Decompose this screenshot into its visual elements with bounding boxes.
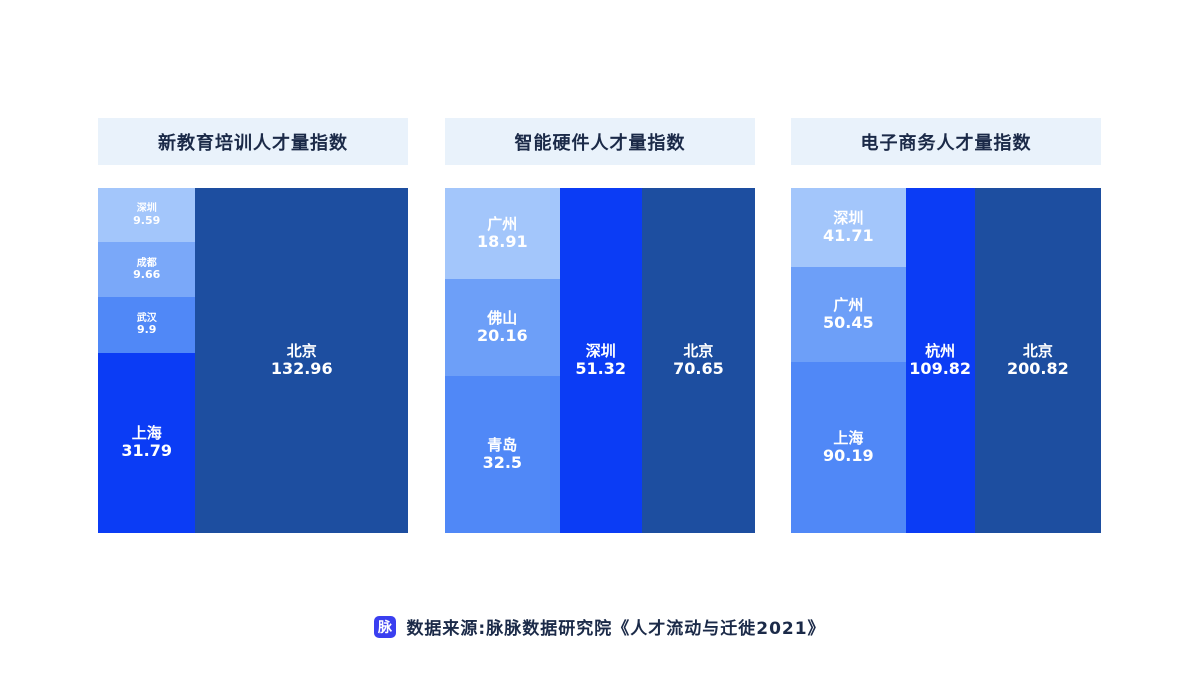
treemap-cell: 广州 18.91 <box>445 188 560 280</box>
treemap-cell: 佛山 20.16 <box>445 279 560 377</box>
source-footer: 脉 数据来源:脉脉数据研究院《人才流动与迁徙2021》 <box>0 614 1200 639</box>
treemap-cell: 广州 50.45 <box>791 266 906 363</box>
treemap-cell: 青岛 32.5 <box>445 376 560 533</box>
cell-label: 广州 <box>487 214 518 233</box>
cell-label: 北京 <box>286 341 317 360</box>
panel-title: 智能硬件人才量指数 <box>445 118 755 165</box>
panel-education: 新教育培训人才量指数 深圳 9.59 成都 9.66 武汉 9.9 上海 31.79 北京 132… <box>98 118 408 533</box>
panel-title: 新教育培训人才量指数 <box>98 118 408 165</box>
cell-value: 132.96 <box>270 358 333 378</box>
cell-label: 深圳 <box>833 208 864 227</box>
cell-value: 109.82 <box>909 358 972 378</box>
cell-value: 31.79 <box>121 441 173 461</box>
treemap: 深圳 41.71 广州 50.45 上海 90.19 杭州 109.82 北京 200.82 <box>791 188 1101 533</box>
cell-value: 51.32 <box>575 358 627 378</box>
panel-ecommerce: 电子商务人才量指数 深圳 41.71 广州 50.45 上海 90.19 杭州 109.82 北… <box>791 118 1101 533</box>
cell-label: 广州 <box>833 295 864 314</box>
cell-label: 北京 <box>683 341 714 360</box>
treemap-cell: 北京 70.65 <box>641 188 755 533</box>
treemap-cell: 武汉 9.9 <box>98 296 196 354</box>
cell-label: 深圳 <box>585 341 616 360</box>
cell-label: 上海 <box>131 424 162 443</box>
cell-label: 青岛 <box>487 435 518 454</box>
cell-label: 成都 <box>136 257 157 269</box>
cell-value: 200.82 <box>1006 358 1069 378</box>
treemap: 广州 18.91 佛山 20.16 青岛 32.5 深圳 51.32 北京 70.65 <box>445 188 755 533</box>
cell-label: 佛山 <box>487 308 518 327</box>
cell-value: 70.65 <box>673 358 724 378</box>
treemap-cell: 上海 31.79 <box>98 353 196 533</box>
cell-label: 杭州 <box>925 341 956 360</box>
cell-value: 32.5 <box>482 453 523 473</box>
cell-label: 北京 <box>1022 341 1053 360</box>
treemap-cell: 成都 9.66 <box>98 242 196 297</box>
maimai-logo-icon: 脉 <box>374 615 397 638</box>
cell-value: 50.45 <box>823 313 874 333</box>
cell-label: 武汉 <box>136 312 157 324</box>
source-text: 数据来源:脉脉数据研究院《人才流动与迁徙2021》 <box>406 619 826 639</box>
treemap-cell: 深圳 9.59 <box>98 188 196 243</box>
cell-value: 90.19 <box>823 446 874 466</box>
cell-label: 深圳 <box>136 203 157 215</box>
cell-value: 9.66 <box>133 268 161 282</box>
cell-value: 9.59 <box>133 213 161 227</box>
treemap-cell: 深圳 41.71 <box>791 188 906 267</box>
treemap: 深圳 9.59 成都 9.66 武汉 9.9 上海 31.79 北京 132.96 <box>98 188 408 533</box>
treemap-cell: 上海 90.19 <box>791 362 906 533</box>
panel-title: 电子商务人才量指数 <box>791 118 1101 165</box>
cell-value: 20.16 <box>477 326 528 346</box>
treemap-cell: 北京 200.82 <box>974 188 1101 533</box>
cell-value: 41.71 <box>823 225 874 245</box>
cell-value: 9.9 <box>136 323 157 337</box>
treemap-cell: 深圳 51.32 <box>559 188 642 533</box>
cell-label: 上海 <box>833 428 864 447</box>
panel-hardware: 智能硬件人才量指数 广州 18.91 佛山 20.16 青岛 32.5 深圳 51.32 北京 7… <box>445 118 755 533</box>
treemap-cell: 杭州 109.82 <box>905 188 975 533</box>
cell-value: 18.91 <box>477 232 528 251</box>
treemap-cell: 北京 132.96 <box>195 188 408 533</box>
